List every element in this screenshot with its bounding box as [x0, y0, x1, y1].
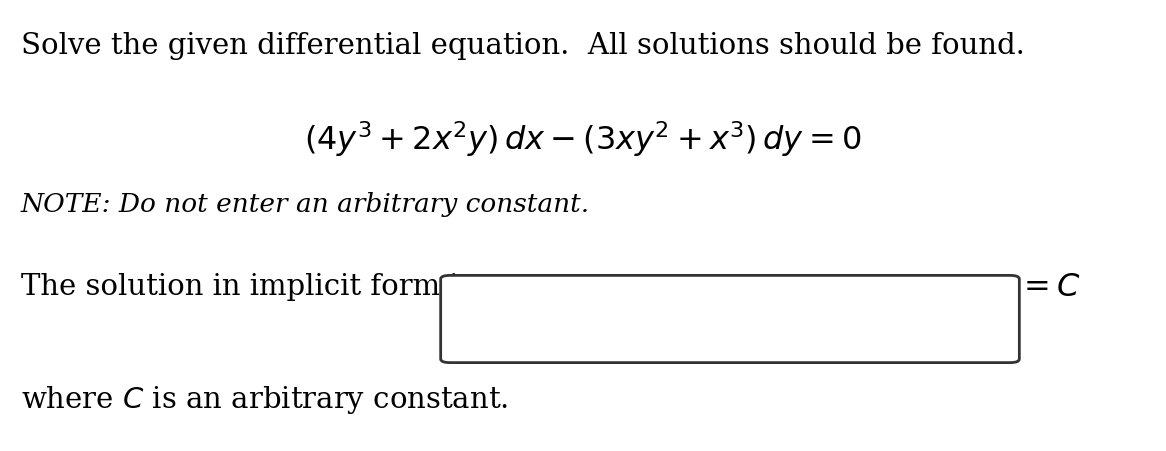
Text: where $C$ is an arbitrary constant.: where $C$ is an arbitrary constant. [21, 383, 508, 415]
FancyBboxPatch shape [441, 276, 1019, 363]
Text: NOTE: Do not enter an arbitrary constant.: NOTE: Do not enter an arbitrary constant… [21, 192, 590, 216]
Text: The solution in implicit form is: The solution in implicit form is [21, 272, 473, 300]
Text: Solve the given differential equation.  All solutions should be found.: Solve the given differential equation. A… [21, 32, 1025, 60]
Text: $= C$: $= C$ [1017, 271, 1080, 302]
Text: $(4y^3 + 2x^2y)\, dx - (3xy^2 + x^3)\, dy = 0$: $(4y^3 + 2x^2y)\, dx - (3xy^2 + x^3)\, d… [304, 120, 862, 159]
